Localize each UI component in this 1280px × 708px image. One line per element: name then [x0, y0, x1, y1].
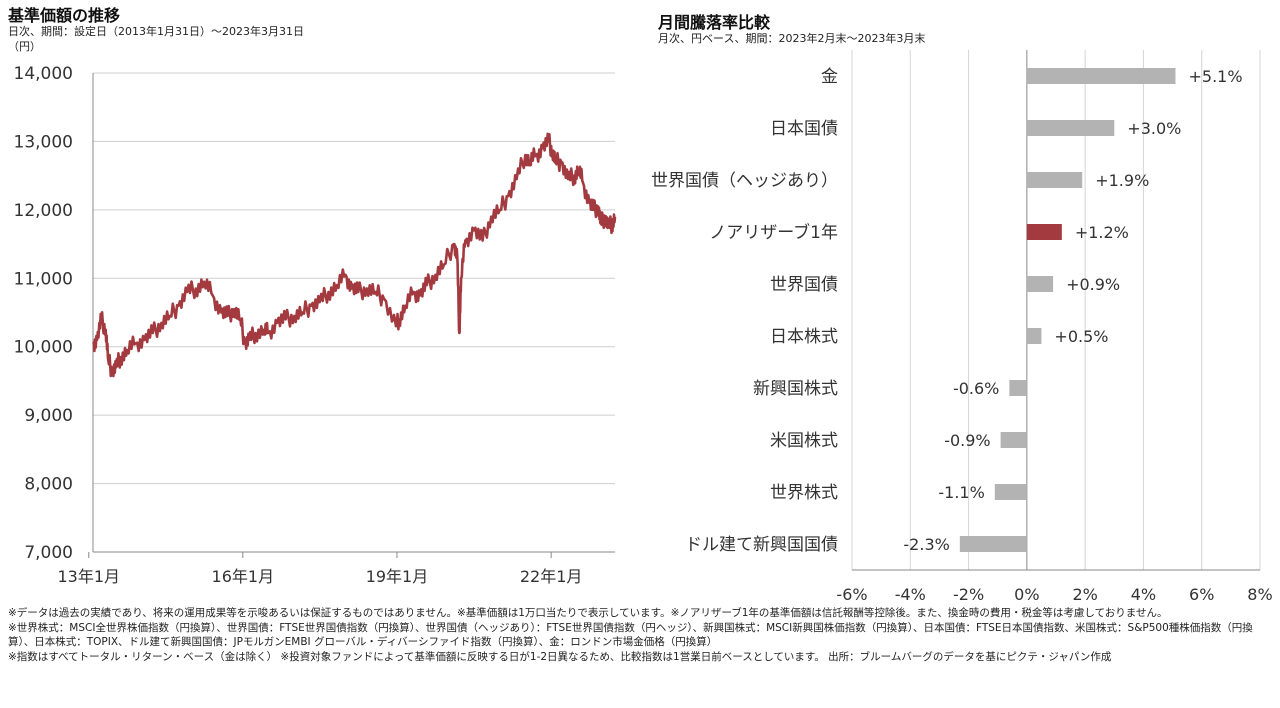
x-tick-label: 19年1月 [366, 567, 429, 586]
value-label: +0.9% [1066, 275, 1120, 294]
value-label: -1.1% [938, 483, 984, 502]
category-label: 新興国株式 [753, 379, 838, 399]
x-tick-label: 6% [1189, 585, 1214, 600]
category-label: ノアリザーブ1年 [709, 222, 838, 243]
x-tick-label: 4% [1131, 585, 1156, 600]
bar [1026, 276, 1054, 292]
bar [1026, 68, 1176, 84]
nav-line-chart: 7,000 8,000 9,000 10,000 11,000 12,000 13,000 1… [14, 64, 617, 586]
x-tick-label: 22年1月 [520, 567, 583, 586]
x-tick-label: 13年1月 [58, 567, 121, 586]
category-label: 世界国債 [770, 275, 838, 295]
x-tick-label: -6% [836, 585, 867, 600]
x-tick-label: 0% [1014, 585, 1039, 600]
bar [1026, 120, 1115, 136]
nav-series-line [92, 132, 617, 378]
category-label: 金 [821, 67, 838, 87]
monthly-return-bar-chart: -6% -4% -2% 0% 2% 4% 6% 8% 金 +5.1% 日本国債 +3.0% 世界国債（ヘ… [651, 50, 1273, 600]
left-chart-unit: （円） [8, 40, 41, 53]
right-chart-subtitle: 月次、円ベース、期間：2023年2月末～2023年3月末 [658, 32, 926, 45]
y-tick-label: 13,000 [14, 132, 73, 152]
y-tick-label: 11,000 [14, 269, 73, 289]
category-label: 日本国債 [770, 119, 838, 139]
x-tick-label: -2% [953, 585, 984, 600]
value-label: -0.6% [953, 379, 999, 398]
y-tick-label: 12,000 [14, 201, 73, 221]
footnote-3: ※指数はすべてトータル・リターン・ベース（金は除く） ※投資対象ファンドによって… [8, 650, 1112, 663]
footnotes: ※データは過去の実績であり、将来の運用成果等を示唆あるいは保証するものではありま… [8, 606, 1274, 664]
category-label: 日本株式 [770, 327, 838, 347]
x-tick-label: 8% [1247, 585, 1272, 600]
bar [1000, 432, 1027, 448]
x-tick-label: 16年1月 [212, 567, 275, 586]
x-tick-label: -4% [895, 585, 926, 600]
y-tick-label: 14,000 [14, 64, 73, 84]
bar [1026, 328, 1042, 344]
y-tick-label: 8,000 [24, 475, 73, 495]
y-tick-label: 7,000 [24, 543, 73, 563]
value-label: +5.1% [1188, 67, 1242, 86]
footnote-2: ※世界株式：MSCI全世界株価指数（円換算）、世界国債：FTSE世界国債指数（円… [8, 621, 1253, 649]
value-label: +3.0% [1127, 119, 1181, 138]
bar [959, 536, 1027, 552]
bar [1009, 380, 1027, 396]
bar [994, 484, 1027, 500]
category-label: 世界国債（ヘッジあり） [651, 171, 838, 191]
left-chart-subtitle: 日次、期間：設定日（2013年1月31日）～2023年3月31日 [8, 25, 304, 38]
bar [1026, 224, 1062, 240]
right-chart-title: 月間騰落率比較 [658, 13, 771, 32]
value-label: -0.9% [944, 431, 990, 450]
value-label: +1.9% [1095, 171, 1149, 190]
value-label: +0.5% [1054, 327, 1108, 346]
category-label: 世界株式 [770, 483, 838, 503]
y-tick-label: 10,000 [14, 338, 73, 358]
category-label: ドル建て新興国国債 [685, 535, 838, 555]
y-tick-label: 9,000 [24, 406, 73, 426]
bar [1026, 172, 1083, 188]
value-label: +1.2% [1075, 223, 1129, 242]
value-label: -2.3% [903, 535, 949, 554]
footnote-1: ※データは過去の実績であり、将来の運用成果等を示唆あるいは保証するものではありま… [8, 607, 1168, 619]
x-tick-label: 2% [1072, 585, 1097, 600]
left-chart-title: 基準価額の推移 [8, 6, 121, 25]
category-label: 米国株式 [770, 431, 838, 451]
